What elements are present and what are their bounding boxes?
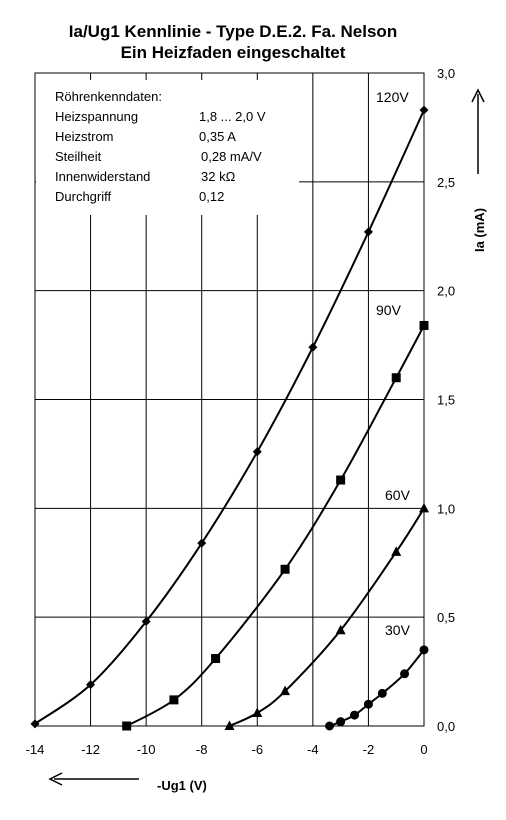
x-tick-label: -14 [26, 742, 45, 757]
y-tick-label: 1,0 [437, 501, 455, 516]
data-point-120v [363, 227, 373, 237]
series-label-30v: 30V [385, 622, 411, 638]
x-tick-label: -2 [363, 742, 375, 757]
y-tick-label: 0,5 [437, 610, 455, 625]
tube-data-box: Röhrenkenndaten: Heizspannung 1,8 ... 2,… [36, 80, 299, 215]
data-point-90v [336, 475, 346, 485]
data-point-60v [280, 685, 291, 696]
data-point-120v [30, 719, 40, 729]
y-tick-label: 3,0 [437, 66, 455, 81]
series-label-90v: 90V [376, 302, 402, 318]
data-point-60v [224, 720, 235, 730]
grid [34, 72, 425, 727]
tube-data-box-background [36, 80, 299, 215]
data-point-60v [419, 502, 429, 513]
data-point-120v [308, 342, 318, 352]
tube-data-label: Heizstrom [55, 129, 114, 144]
data-point-30v [400, 669, 410, 679]
data-point-60v [252, 707, 263, 717]
series-label-120v: 120V [376, 89, 409, 105]
series-label-60v: 60V [385, 487, 411, 503]
data-point-120v [252, 447, 262, 457]
tube-data-value: 32 kΩ [201, 169, 236, 184]
data-point-60v [391, 546, 402, 556]
y-tick-label: 0,0 [437, 719, 455, 734]
x-tick-label: -12 [81, 742, 100, 757]
tube-data-value: 1,8 ... 2,0 V [199, 109, 266, 124]
x-arrow-icon [48, 772, 139, 786]
data-point-30v [377, 688, 387, 698]
data-point-120v [86, 680, 96, 690]
x-tick-label: -8 [196, 742, 208, 757]
x-tick-label: -6 [252, 742, 264, 757]
data-point-60v [335, 624, 346, 635]
tick-labels: -14 -12 -10 -8 -6 -4 -2 0 0,0 0,5 1,0 1,5 2,0 2,5 3,0 [26, 66, 455, 757]
data-point-30v [336, 717, 346, 727]
markers [30, 105, 429, 731]
tube-data-label: Steilheit [55, 149, 102, 164]
data-point-120v [141, 617, 151, 627]
data-point-120v [419, 105, 429, 115]
tube-data-label: Innenwiderstand [55, 169, 150, 184]
series-labels: 120V 90V 60V 30V [376, 89, 411, 638]
data-point-90v [169, 695, 179, 705]
tube-data-value: 0,28 mA/V [201, 149, 262, 164]
data-point-90v [419, 320, 429, 330]
tube-data-heading: Röhrenkenndaten: [55, 89, 162, 104]
tube-data-label: Heizspannung [55, 109, 138, 124]
y-axis-label: Ia (mA) [472, 208, 487, 252]
data-point-90v [391, 373, 401, 383]
data-point-90v [211, 654, 221, 664]
data-point-30v [325, 721, 335, 731]
data-point-30v [363, 699, 373, 709]
y-tick-label: 1,5 [437, 393, 455, 408]
data-point-120v [197, 538, 207, 548]
x-tick-label: -4 [307, 742, 319, 757]
data-point-30v [350, 710, 360, 720]
data-point-30v [419, 645, 429, 655]
y-tick-label: 2,0 [437, 284, 455, 299]
x-tick-label: 0 [420, 742, 427, 757]
tube-data-label: Durchgriff [55, 189, 112, 204]
tube-data-value: 0,12 [199, 189, 224, 204]
chart-title: Ia/Ug1 Kennlinie - Type D.E.2. Fa. Nelso… [68, 22, 398, 41]
x-axis-label: -Ug1 (V) [157, 778, 207, 793]
tube-data-value: 0,35 A [199, 129, 236, 144]
data-point-90v [280, 564, 290, 574]
y-arrow-icon [471, 88, 485, 174]
x-tick-label: -10 [137, 742, 156, 757]
y-tick-label: 2,5 [437, 175, 455, 190]
chart-subtitle: Ein Heizfaden eingeschaltet [120, 43, 346, 62]
data-point-90v [122, 721, 132, 731]
